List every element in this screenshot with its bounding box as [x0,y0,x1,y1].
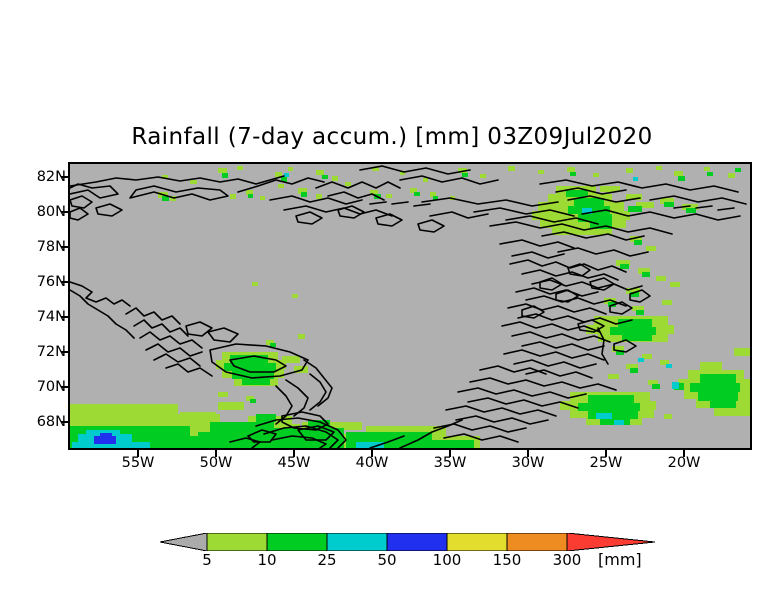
colorbar-label-5: 5 [202,551,212,569]
map-canvas [70,164,750,448]
colorbar-label-25: 25 [317,551,337,569]
y-tick-68n [61,421,68,423]
colorbar-bin-150 [506,533,568,551]
x-tick-45w [293,450,295,457]
x-tick-30w [527,450,529,457]
map-plot-area [68,162,752,450]
y-tick-82n [61,176,68,178]
x-tick-35w [449,450,451,457]
y-tick-label-68n: 68N [36,414,66,430]
y-tick-label-74n: 74N [36,309,66,325]
colorbar-above-max-arrow [566,533,655,551]
colorbar-bin-100 [446,533,508,551]
colorbar-label-100: 100 [432,551,462,569]
x-tick-label-25w: 25W [589,455,623,471]
x-tick-25w [605,450,607,457]
colorbar-below-min-arrow [160,533,208,551]
y-tick-80n [61,211,68,213]
colorbar-label-10: 10 [257,551,277,569]
colorbar-bin-5 [206,533,268,551]
y-tick-label-82n: 82N [36,169,66,185]
y-tick-70n [61,386,68,388]
colorbar [160,533,655,551]
colorbar-bin-10 [266,533,328,551]
x-tick-20w [683,450,685,457]
x-tick-55w [137,450,139,457]
colorbar-bin-25 [326,533,388,551]
colorbar-label-300: 300 [552,551,582,569]
x-tick-label-30w: 30W [511,455,545,471]
x-tick-40w [371,450,373,457]
y-tick-72n [61,351,68,353]
x-tick-label-50w: 50W [199,455,233,471]
colorbar-label-50: 50 [377,551,397,569]
coastline-layer [70,165,747,448]
colorbar-bin-50 [386,533,448,551]
y-tick-label-72n: 72N [36,344,66,360]
y-tick-label-78n: 78N [36,239,66,255]
colorbar-units-label: [mm] [598,550,642,569]
y-tick-78n [61,246,68,248]
y-tick-label-70n: 70N [36,379,66,395]
y-tick-76n [61,281,68,283]
page-title: Rainfall (7-day accum.) [mm] 03Z09Jul202… [131,124,653,150]
colorbar-label-150: 150 [492,551,522,569]
x-tick-label-20w: 20W [667,455,701,471]
x-tick-label-55w: 55W [121,455,155,471]
y-tick-label-80n: 80N [36,204,66,220]
x-tick-label-45w: 45W [277,455,311,471]
x-tick-50w [215,450,217,457]
y-tick-label-76n: 76N [36,274,66,290]
x-tick-label-40w: 40W [355,455,389,471]
x-tick-label-35w: 35W [433,455,467,471]
y-tick-74n [61,316,68,318]
